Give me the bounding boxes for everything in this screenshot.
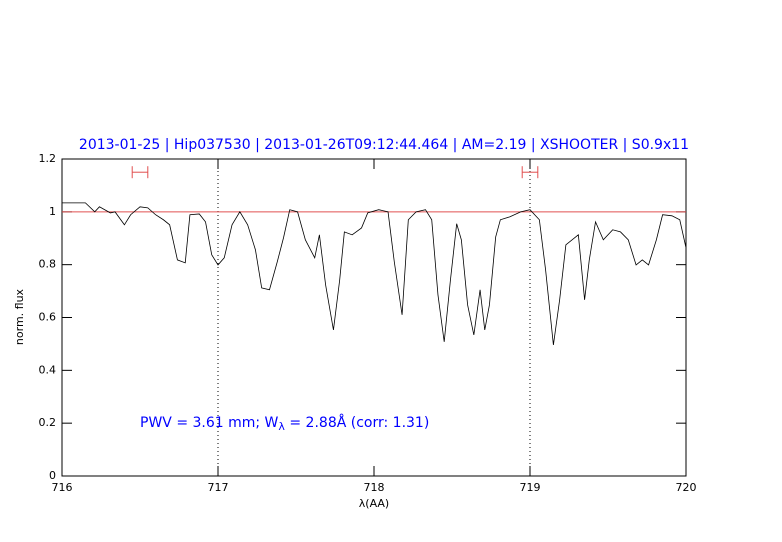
continuum-window — [521, 166, 539, 179]
y-tick-label: 0.6 — [39, 311, 57, 324]
x-tick-label: 718 — [364, 481, 385, 494]
continuum-window — [131, 166, 149, 179]
annotation: PWV = 3.61 mm; Wλ = 2.88Å (corr: 1.31) — [140, 414, 429, 433]
y-tick-label: 0 — [49, 469, 56, 482]
x-tick-label: 717 — [208, 481, 229, 494]
y-tick-label: 1 — [49, 205, 56, 218]
x-tick-label: 716 — [52, 481, 73, 494]
x-tick-label: 720 — [676, 481, 697, 494]
y-tick-label: 0.4 — [39, 363, 57, 376]
spectrum-line — [62, 202, 687, 346]
y-axis-label: norm. flux — [13, 288, 26, 345]
y-tick-label: 1.2 — [39, 152, 57, 165]
annotation-part: PWV = 3.61 mm; W — [140, 415, 279, 431]
annotation-subscript: λ — [278, 420, 285, 433]
annotation-part: = 2.88Å (corr: 1.31) — [285, 414, 429, 431]
x-axis-label: λ(AA) — [359, 497, 389, 510]
chart-title: 2013-01-25 | Hip037530 | 2013-01-26T09:1… — [79, 137, 689, 153]
x-tick-label: 719 — [520, 481, 541, 494]
y-tick-label: 0.8 — [39, 258, 57, 271]
y-tick-label: 0.2 — [39, 416, 57, 429]
